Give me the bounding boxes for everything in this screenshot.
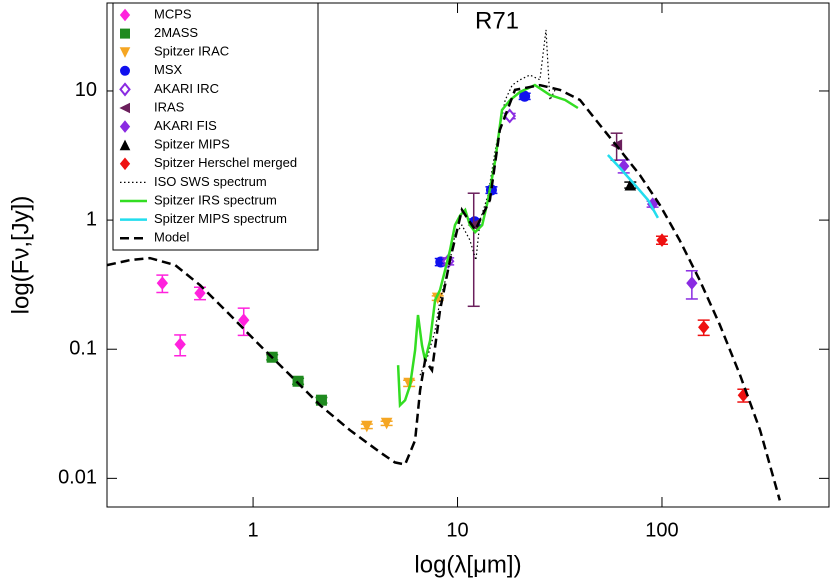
marker — [119, 139, 131, 151]
legend-label: ISO SWS spectrum — [154, 174, 267, 189]
x-tick-label: 100 — [645, 519, 678, 541]
marker — [686, 276, 698, 290]
x-tick-label: 10 — [446, 519, 468, 541]
marker — [194, 286, 206, 300]
legend-label: Spitzer IRS spectrum — [154, 192, 277, 207]
marker — [361, 420, 373, 433]
legend-label: MSX — [154, 62, 183, 77]
line-series — [419, 29, 556, 376]
legend-label: Model — [154, 230, 190, 245]
legend-label: Spitzer MIPS spectrum — [154, 211, 287, 226]
marker — [292, 375, 304, 387]
legend-label: Spitzer IRAC — [154, 44, 229, 59]
legend-label: Spitzer MIPS — [154, 137, 230, 152]
y-tick-label: 0.01 — [58, 467, 97, 489]
marker — [156, 276, 169, 290]
line-series — [606, 154, 659, 219]
marker — [656, 233, 668, 247]
legend-label: IRAS — [154, 99, 185, 114]
legend-label: AKARI IRC — [154, 81, 219, 96]
marker — [120, 65, 130, 76]
legend-box — [112, 2, 319, 251]
marker — [120, 28, 130, 39]
marker — [618, 159, 630, 173]
line-series — [106, 83, 782, 501]
legend-label: Spitzer Herschel merged — [154, 155, 297, 170]
chart-title: R71 — [475, 7, 519, 34]
marker — [380, 417, 393, 430]
y-axis-label: log(Fν,[Jy]) — [7, 196, 34, 315]
marker — [238, 313, 250, 327]
legend-label: AKARI FIS — [154, 118, 217, 133]
y-tick-label: 10 — [75, 79, 97, 101]
marker — [119, 157, 131, 171]
marker — [519, 90, 531, 102]
marker — [698, 320, 710, 335]
line-series — [396, 83, 579, 409]
error-bar — [467, 192, 480, 308]
marker — [119, 47, 131, 58]
legend-label: MCPS — [154, 6, 192, 21]
x-axis-label: log(λ[μm]) — [414, 551, 521, 578]
plot-frame — [106, 2, 830, 508]
legend-label: 2MASS — [154, 25, 198, 40]
marker — [119, 82, 131, 97]
x-tick-label: 1 — [248, 519, 259, 541]
marker — [119, 102, 130, 114]
y-tick-label: 1 — [86, 208, 97, 230]
y-tick-label: 0.1 — [69, 338, 97, 360]
marker — [624, 178, 637, 191]
marker — [119, 8, 131, 22]
marker — [174, 337, 186, 352]
marker — [119, 120, 131, 133]
